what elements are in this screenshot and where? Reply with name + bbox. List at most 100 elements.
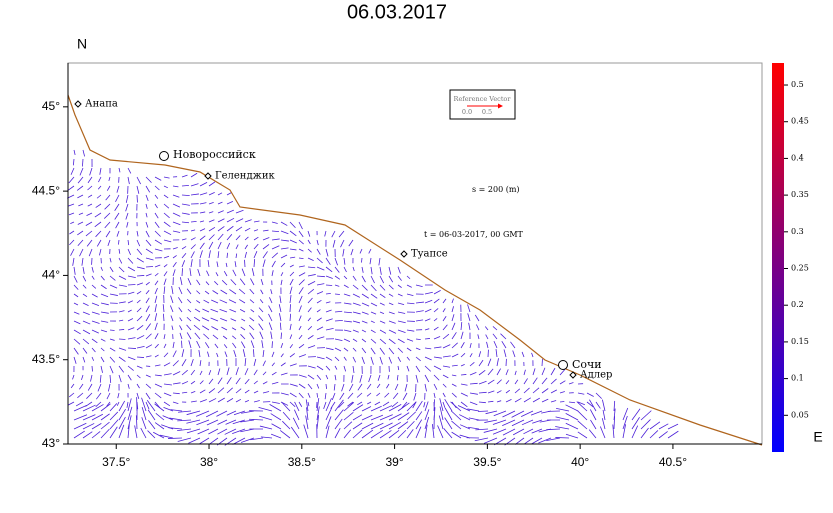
current-vector — [443, 384, 446, 387]
colorbar-tick-label: 0.5 — [791, 80, 804, 89]
current-vector — [119, 357, 125, 362]
current-vector — [488, 380, 494, 384]
current-vector — [475, 315, 479, 321]
current-vector — [119, 285, 127, 287]
current-vector — [414, 393, 416, 400]
current-vector — [146, 213, 147, 217]
current-vector — [272, 372, 276, 375]
current-vector — [137, 384, 140, 388]
current-vector — [407, 285, 412, 287]
current-vector — [101, 267, 103, 271]
current-vector — [187, 325, 191, 330]
current-vector — [281, 272, 283, 276]
current-vector — [226, 263, 227, 267]
current-vector — [182, 359, 186, 366]
current-vector — [326, 249, 328, 256]
current-vector — [209, 370, 211, 375]
current-vector — [218, 398, 225, 402]
current-vector — [271, 434, 281, 438]
current-vector — [334, 384, 335, 391]
current-vector — [476, 325, 479, 330]
current-vector — [173, 342, 174, 348]
current-vector — [217, 262, 218, 267]
current-vector — [451, 411, 461, 420]
current-vector — [164, 353, 168, 357]
current-vector — [533, 398, 540, 402]
current-vector — [339, 231, 344, 237]
current-vector — [209, 438, 218, 444]
current-vector — [443, 345, 450, 348]
current-vector — [357, 402, 362, 405]
current-vector — [116, 222, 119, 228]
current-vector — [163, 314, 164, 321]
current-vector — [83, 432, 92, 438]
current-vector — [146, 195, 148, 201]
current-vector — [416, 366, 420, 372]
current-vector — [271, 332, 272, 339]
current-vector — [470, 353, 472, 357]
current-vector — [101, 294, 108, 297]
current-vector — [470, 393, 478, 394]
current-vector — [434, 318, 437, 321]
current-vector — [182, 260, 185, 267]
current-vector — [92, 431, 100, 438]
current-vector — [589, 400, 596, 411]
current-vector — [452, 375, 456, 376]
current-vector — [326, 384, 327, 389]
current-vector — [119, 320, 123, 321]
x-tick-label: 39.5° — [473, 455, 501, 469]
current-vector — [191, 230, 195, 231]
current-vector — [577, 402, 587, 411]
current-vector — [119, 302, 126, 303]
current-vector — [164, 279, 166, 285]
current-vector — [263, 251, 268, 258]
current-vector — [398, 321, 406, 323]
current-vector — [353, 321, 360, 323]
current-vector — [191, 173, 197, 177]
current-vector — [227, 218, 234, 222]
current-vector — [272, 239, 280, 240]
current-vector — [245, 390, 249, 393]
current-vector — [375, 402, 380, 405]
current-vector — [241, 319, 245, 321]
current-vector — [299, 326, 301, 330]
current-vector — [173, 351, 176, 357]
current-vector — [187, 332, 191, 339]
current-vector — [232, 336, 236, 339]
current-vector — [293, 418, 299, 429]
current-vector — [380, 294, 385, 298]
current-vector — [187, 289, 191, 294]
current-vector — [153, 432, 164, 438]
current-vector — [173, 186, 178, 187]
current-vector — [74, 150, 75, 155]
current-vector — [74, 267, 75, 275]
current-vector — [353, 276, 356, 281]
current-vector — [205, 291, 209, 294]
current-vector — [137, 283, 143, 285]
current-vector — [416, 411, 422, 420]
current-vector — [326, 267, 332, 272]
current-vector — [179, 325, 182, 330]
current-vector — [468, 304, 470, 312]
current-vector — [260, 332, 263, 339]
current-vector — [452, 384, 456, 386]
current-vector — [76, 402, 83, 406]
current-vector — [179, 307, 182, 312]
current-vector — [325, 393, 326, 399]
current-vector — [349, 240, 353, 246]
current-vector — [191, 194, 199, 195]
current-vector — [200, 236, 205, 240]
current-vector — [270, 404, 281, 411]
current-vector — [272, 253, 278, 258]
current-vector — [217, 353, 218, 357]
current-vector — [290, 304, 291, 312]
current-vector — [452, 323, 455, 330]
current-vector — [173, 204, 180, 207]
current-vector — [146, 375, 151, 377]
current-vector — [227, 398, 233, 402]
current-vector — [182, 253, 186, 258]
current-vector — [380, 285, 385, 290]
current-vector — [69, 231, 74, 234]
current-vector — [73, 159, 74, 165]
current-vector — [403, 393, 407, 400]
